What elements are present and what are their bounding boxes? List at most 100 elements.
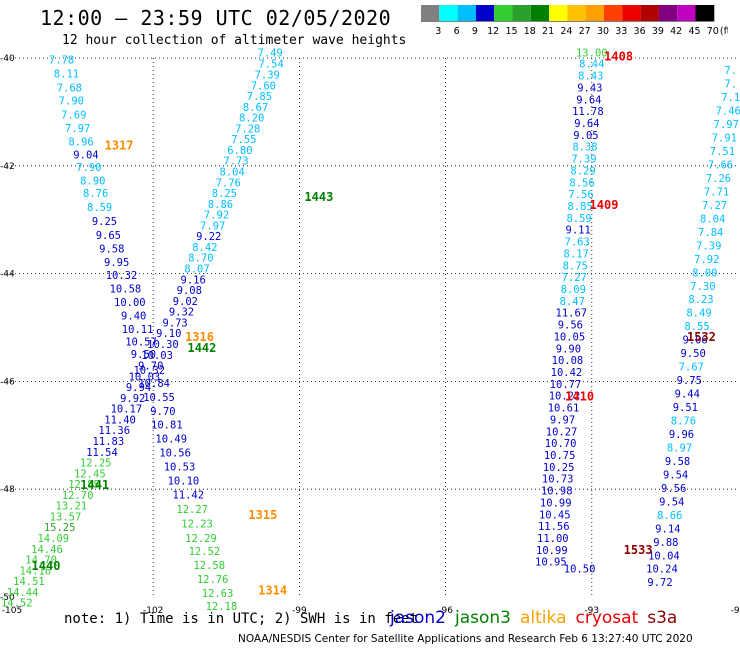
note-text: note: 1) Time is in UTC; 2) SWH is in fe… <box>64 611 419 627</box>
wave-height-value: 9.56 <box>558 320 583 332</box>
wave-height-value: 7.67 <box>679 362 704 374</box>
color-swatch <box>622 5 641 21</box>
color-scale-label: 24 <box>560 26 572 37</box>
pass-id-label: 1532 <box>687 330 716 344</box>
wave-height-value: 14.52 <box>1 598 33 610</box>
1408-track: 13.008.448.439.439.6411.789.649.058.387.… <box>535 47 608 575</box>
wave-height-value: 8.75 <box>563 260 588 272</box>
wave-height-value: 10.45 <box>539 509 571 521</box>
wave-height-value: 13.57 <box>50 511 82 523</box>
wave-height-value: 7.90 <box>76 162 101 174</box>
satellite-legend: jason2 jason3 altika cryosat s3a <box>390 608 686 628</box>
wave-height-value: 10.04 <box>648 550 680 562</box>
wave-height-value: 9.97 <box>550 414 575 426</box>
wave-height-value: 12.18 <box>206 601 238 613</box>
color-scale-label: 3 <box>435 26 441 37</box>
wave-height-value: 10.32 <box>133 365 165 377</box>
color-scale-label: 45 <box>688 26 700 37</box>
wave-height-value: 7.56 <box>568 189 593 201</box>
wave-height-value: 7.51 <box>710 146 735 158</box>
wave-height-value: 9.54 <box>659 496 684 508</box>
wave-height-value: 9.73 <box>162 317 187 329</box>
wave-height-value: 8.43 <box>578 71 603 83</box>
wave-height-value: 7.71 <box>704 186 729 198</box>
longitude-label: -93 <box>584 606 599 616</box>
wave-height-value: 10.11 <box>122 324 154 336</box>
color-swatch <box>439 5 458 21</box>
wave-height-value: 8.67 <box>243 102 268 114</box>
wave-height-value: 9.51 <box>673 402 698 414</box>
wave-height-value: 7.78 <box>49 54 74 66</box>
wave-height-value: 12.76 <box>197 574 229 586</box>
color-swatch <box>677 5 696 21</box>
1441-track: 12.2512.4512.8512.7013.2113.5715.2514.09… <box>1 458 112 610</box>
wave-height-value: 12.85 <box>68 479 100 491</box>
wave-height-value: 8.11 <box>54 68 79 80</box>
wave-height-value: 13.21 <box>56 501 88 513</box>
wave-height-value: 14.46 <box>31 544 63 556</box>
wave-height-value: 7.27 <box>702 200 727 212</box>
map-title: 12:00 – 23:59 UTC 02/05/2020 <box>40 6 392 30</box>
wave-height-value: 8.49 <box>686 308 711 320</box>
wave-height-value: 10.05 <box>554 331 586 343</box>
wave-height-value: 7.46 <box>716 106 740 118</box>
wave-height-value: 8.55 <box>684 321 709 333</box>
wave-height-value: 8.17 <box>564 248 589 260</box>
legend-item-s3a: s3a <box>647 608 678 628</box>
wave-height-value: 9.96 <box>669 429 694 441</box>
color-scale-label: 70 <box>707 26 719 37</box>
wave-height-value: 8.86 <box>208 199 233 211</box>
wave-height-value: 9.08 <box>177 285 202 297</box>
wave-height-value: 8.25 <box>212 188 237 200</box>
wave-height-value: 10.56 <box>159 447 191 459</box>
wave-height-value: 12.29 <box>185 533 217 545</box>
wave-height-value: 9.25 <box>92 216 117 228</box>
wave-height-value: 10.27 <box>546 426 578 438</box>
wave-height-value: 10.57 <box>125 336 157 348</box>
wave-height-value: 7.76 <box>216 177 241 189</box>
wave-height-value: 10.55 <box>143 392 175 404</box>
pass-id-label: 1409 <box>590 198 619 212</box>
wave-height-value: 9.70 <box>138 361 163 373</box>
wave-height-value: 7.97 <box>200 220 225 232</box>
wave-height-value: 10.70 <box>545 438 577 450</box>
latitude-label: -48 <box>0 485 15 495</box>
wave-height-value: 9.65 <box>96 230 121 242</box>
wave-height-value: 7.39 <box>571 154 596 166</box>
color-swatch <box>512 5 531 21</box>
wave-height-value: 7.1 <box>721 92 740 104</box>
wave-height-value: 7.28 <box>235 123 260 135</box>
color-scale-label: 36 <box>634 26 646 37</box>
wave-height-value: 10.61 <box>548 403 580 415</box>
wave-height-value: 9.64 <box>574 118 599 130</box>
wave-height-value: 13.00 <box>576 47 608 59</box>
color-swatch <box>494 5 513 21</box>
wave-height-value: 10.53 <box>164 461 196 473</box>
wave-height-value: 8.66 <box>657 510 682 522</box>
wave-height-value: 8.09 <box>561 284 586 296</box>
wave-height-value: 8.56 <box>569 177 594 189</box>
latitude-label: -46 <box>0 377 15 387</box>
color-scale-label: 15 <box>505 26 517 37</box>
wave-height-value: 9.06 <box>682 335 707 347</box>
1443-track: 7.497.547.397.607.858.678.207.287.556.80… <box>86 47 284 458</box>
wave-height-value: 8.42 <box>192 242 217 254</box>
wave-height-value: 12.45 <box>74 468 106 480</box>
wave-height-value: 9.58 <box>99 244 124 256</box>
color-swatch <box>567 5 586 21</box>
wave-height-value: 9.95 <box>104 257 129 269</box>
pass-id-label: 1533 <box>624 543 653 557</box>
color-scale-label: 30 <box>597 26 609 37</box>
legend-item-altika: altika <box>520 608 567 628</box>
color-swatch <box>457 5 476 21</box>
1533-track: 7.7.7.17.467.977.917.517.667.267.717.278… <box>646 65 740 589</box>
color-scale-label: 21 <box>542 26 554 37</box>
pass-id-label: 1408 <box>604 50 633 64</box>
wave-height-value: 10.10 <box>168 475 200 487</box>
wave-height-value: 7. <box>724 65 737 77</box>
legend-item-jason2: jason2 <box>390 608 446 628</box>
longitude-label: -90 <box>731 606 740 616</box>
wave-height-value: 8.29 <box>570 165 595 177</box>
pass-id-label: 1442 <box>187 341 216 355</box>
